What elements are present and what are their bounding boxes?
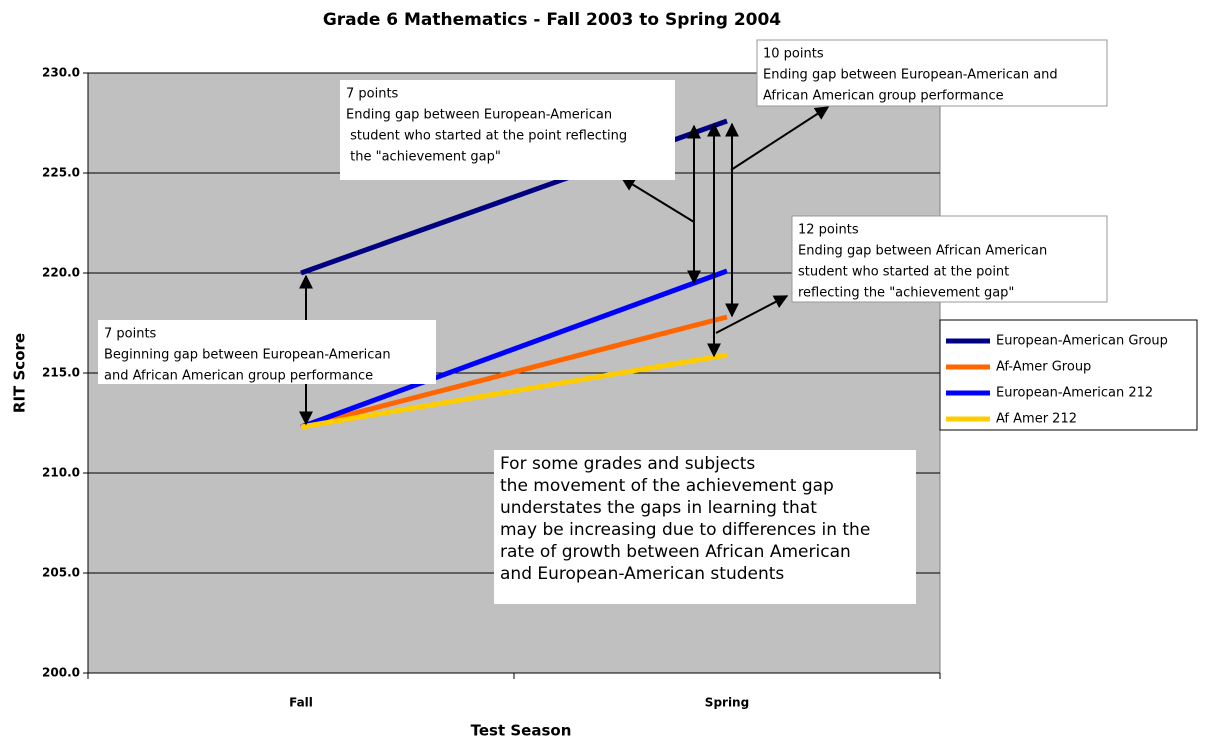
annotation-box [791,215,1108,303]
series-line [300,268,728,430]
legend-label: European-American Group [996,334,1168,349]
annotation-box [756,39,1108,107]
series-line [300,314,728,430]
y-tick-label: 210.0 [42,466,80,480]
annotation-text: 7 points [104,327,157,342]
x-tick-label: Spring [705,696,749,710]
annotation-text: Beginning gap between European-American [104,348,391,363]
annotation-arrows [299,106,830,426]
annotation-text: may be increasing due to differences in … [500,520,870,540]
y-tick-label: 225.0 [42,166,80,180]
annotation-box [340,80,675,180]
annotation-text: understates the gaps in learning that [500,498,817,518]
annotation-text: and African American group performance [104,369,373,384]
y-tick-label: 220.0 [42,266,80,280]
legend-label: Af Amer 212 [996,412,1077,427]
annotation-text: 10 points [763,47,824,62]
annotation-box [494,450,916,604]
y-tick-label: 215.0 [42,366,80,380]
annotation-text: Ending gap between European-American and [763,68,1058,83]
legend-label: European-American 212 [996,386,1153,401]
x-axis-title: Test Season [471,722,572,740]
annotation-text: Ending gap between European-American [346,108,612,123]
annotation-text: 7 points [346,87,399,102]
series-line [300,352,728,430]
y-tick-label: 200.0 [42,666,80,680]
legend-box [939,319,1198,431]
annotation-text: student who started at the point [798,265,1009,280]
annotation-text: African American group performance [763,89,1004,104]
annotation-text: the "achievement gap" [346,150,501,165]
chart-title: Grade 6 Mathematics - Fall 2003 to Sprin… [323,10,781,30]
x-tick-label: Fall [289,696,313,710]
annotation-box [98,320,436,384]
annotation-text: the movement of the achievement gap [500,476,834,496]
annotation-text: 12 points [798,223,859,238]
y-tick-label: 205.0 [42,566,80,580]
legend-label: Af-Amer Group [996,360,1091,375]
y-tick-label: 230.0 [42,66,80,80]
y-axis-title: RIT Score [11,333,29,413]
annotation-text: rate of growth between African American [500,542,851,562]
annotation-text: and European-American students [500,564,784,584]
annotation-text: Ending gap between African American [798,244,1047,259]
annotation-text: For some grades and subjects [500,454,755,474]
annotation-text: reflecting the "achievement gap" [798,286,1014,301]
annotation-text: student who started at the point reflect… [346,129,627,144]
